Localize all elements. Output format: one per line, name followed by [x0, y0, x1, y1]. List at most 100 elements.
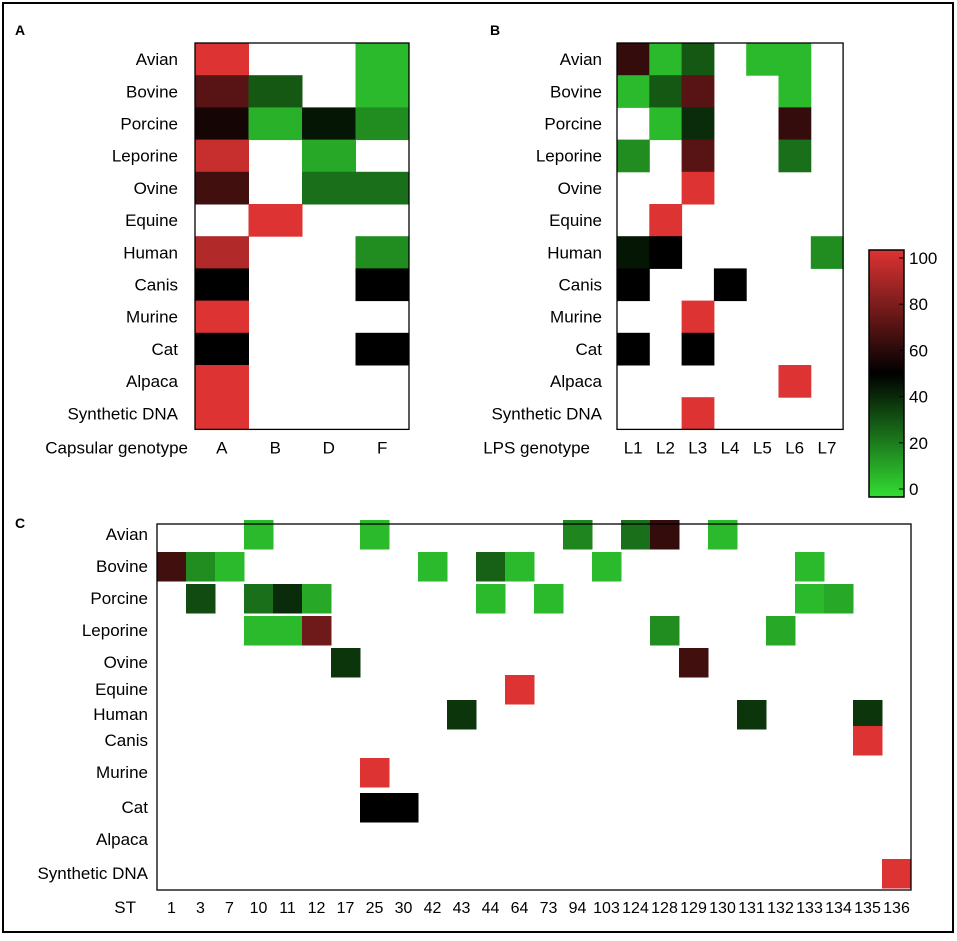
row-label-b-canis: Canis — [559, 276, 602, 295]
heatmap-cell-c-leporine-12 — [302, 616, 332, 646]
heatmap-cell-c-ovine-17 — [331, 648, 361, 678]
column-label-c-3: 3 — [196, 900, 205, 917]
colorbar-tick-label-40: 40 — [909, 388, 928, 407]
panel-letter-c: C — [15, 515, 25, 531]
column-label-b-l3: L3 — [688, 438, 707, 457]
heatmap-cell-c-bovine-3 — [186, 552, 216, 582]
heatmap-cell-c-human-135 — [853, 700, 883, 730]
heatmap-cell-b-human-l1 — [617, 236, 650, 269]
heatmap-cell-a-avian-f — [355, 43, 410, 76]
column-label-a-a: A — [216, 438, 228, 457]
heatmap-cell-c-human-43 — [447, 700, 477, 730]
row-label-a-equine: Equine — [125, 211, 178, 230]
heatmap-cell-c-synthetic-dna-136 — [882, 859, 912, 889]
column-label-c-134: 134 — [825, 900, 852, 917]
column-label-c-17: 17 — [337, 900, 355, 917]
heatmap-cell-a-leporine-a — [195, 139, 249, 173]
heatmap-cell-c-leporine-10 — [244, 616, 274, 646]
row-label-a-avian: Avian — [136, 50, 178, 69]
heatmap-cell-b-bovine-l1 — [617, 75, 650, 108]
heatmap-cell-c-porcine-44 — [476, 584, 506, 614]
heatmap-cell-c-equine-64 — [505, 675, 535, 705]
heatmap-cell-b-porcine-l2 — [649, 107, 683, 141]
heatmap-cell-b-ovine-l3 — [681, 171, 715, 205]
colorbar-tick-label-100: 100 — [909, 249, 937, 268]
column-label-c-25: 25 — [366, 900, 384, 917]
colorbar-tick-label-20: 20 — [909, 434, 928, 453]
heatmap-cell-c-bovine-64 — [505, 552, 535, 582]
heatmap-cell-c-bovine-103 — [592, 552, 622, 582]
column-label-c-103: 103 — [593, 900, 620, 917]
column-label-c-30: 30 — [395, 900, 413, 917]
heatmap-cell-b-alpaca-l6 — [778, 365, 812, 398]
heatmap-cell-c-avian-10 — [244, 520, 274, 550]
heatmap-cell-a-avian-a — [195, 43, 249, 76]
heatmap-cell-b-canis-l1 — [617, 268, 650, 302]
heatmap-cell-c-porcine-134 — [824, 584, 854, 614]
row-label-c-leporine: Leporine — [82, 621, 148, 640]
heatmap-cell-a-human-a — [195, 236, 249, 269]
column-label-a-b: B — [270, 438, 281, 457]
heatmap-cell-c-cat-25 — [360, 793, 390, 823]
heatmap-cell-c-leporine-11 — [273, 616, 303, 646]
column-label-b-l7: L7 — [817, 438, 836, 457]
heatmap-frame-b — [616, 42, 844, 431]
heatmap-cell-a-alpaca-a — [195, 365, 249, 398]
column-label-c-131: 131 — [738, 900, 765, 917]
row-label-c-bovine: Bovine — [96, 557, 148, 576]
row-label-a-cat: Cat — [152, 340, 179, 359]
heatmap-cell-c-porcine-73 — [534, 584, 564, 614]
x-axis-label-a: Capsular genotype — [45, 438, 188, 457]
row-label-b-porcine: Porcine — [544, 115, 602, 134]
heatmap-cell-b-avian-l2 — [649, 43, 683, 76]
heatmap-cell-a-bovine-b — [248, 75, 303, 108]
heatmap-cell-a-porcine-b — [248, 107, 303, 141]
row-label-b-synthetic-dna: Synthetic DNA — [491, 404, 602, 423]
colorbar-tick-label-60: 60 — [909, 341, 928, 360]
heatmap-cell-c-murine-25 — [360, 758, 390, 788]
row-label-b-leporine: Leporine — [536, 147, 602, 166]
row-label-a-human: Human — [123, 243, 178, 262]
heatmap-cell-c-cat-30 — [389, 793, 419, 823]
heatmap-cell-b-cat-l3 — [681, 332, 715, 366]
heatmap-cell-a-canis-a — [195, 268, 249, 302]
row-label-b-avian: Avian — [560, 50, 602, 69]
heatmap-cell-c-bovine-133 — [795, 552, 825, 582]
column-label-c-129: 129 — [680, 900, 707, 917]
column-label-c-124: 124 — [622, 900, 649, 917]
column-label-c-10: 10 — [250, 900, 268, 917]
heatmap-cell-b-avian-l3 — [681, 43, 715, 76]
heatmap-cell-b-porcine-l3 — [681, 107, 715, 141]
heatmap-cell-b-leporine-l1 — [617, 139, 650, 173]
column-label-b-l5: L5 — [753, 438, 772, 457]
heatmap-cell-b-avian-l1 — [617, 43, 650, 76]
heatmap-cell-a-ovine-a — [195, 171, 249, 205]
row-label-b-ovine: Ovine — [558, 179, 602, 198]
column-label-b-l2: L2 — [656, 438, 675, 457]
column-label-c-64: 64 — [511, 900, 529, 917]
heatmap-cell-c-ovine-129 — [679, 648, 709, 678]
column-label-c-133: 133 — [796, 900, 823, 917]
row-label-c-murine: Murine — [96, 763, 148, 782]
row-label-a-leporine: Leporine — [112, 147, 178, 166]
heatmap-cell-c-bovine-44 — [476, 552, 506, 582]
heatmap-cell-a-cat-a — [195, 332, 249, 366]
column-label-c-12: 12 — [308, 900, 326, 917]
heatmap-cell-b-human-l7 — [810, 236, 844, 269]
heatmap-cell-b-bovine-l3 — [681, 75, 715, 108]
heatmap-cell-b-canis-l4 — [713, 268, 747, 302]
row-label-b-cat: Cat — [576, 340, 603, 359]
heatmap-cell-a-human-f — [355, 236, 410, 269]
heatmap-cell-c-leporine-128 — [650, 616, 680, 646]
row-label-c-alpaca: Alpaca — [96, 830, 149, 849]
heatmap-cell-b-bovine-l6 — [778, 75, 812, 108]
heatmap-cell-a-equine-b — [248, 204, 303, 237]
column-label-c-73: 73 — [540, 900, 558, 917]
row-label-c-equine: Equine — [95, 680, 148, 699]
heatmap-cell-c-avian-94 — [563, 520, 593, 550]
heatmap-cell-a-ovine-f — [355, 171, 410, 205]
heatmap-cell-c-porcine-12 — [302, 584, 332, 614]
column-label-a-d: D — [323, 438, 335, 457]
